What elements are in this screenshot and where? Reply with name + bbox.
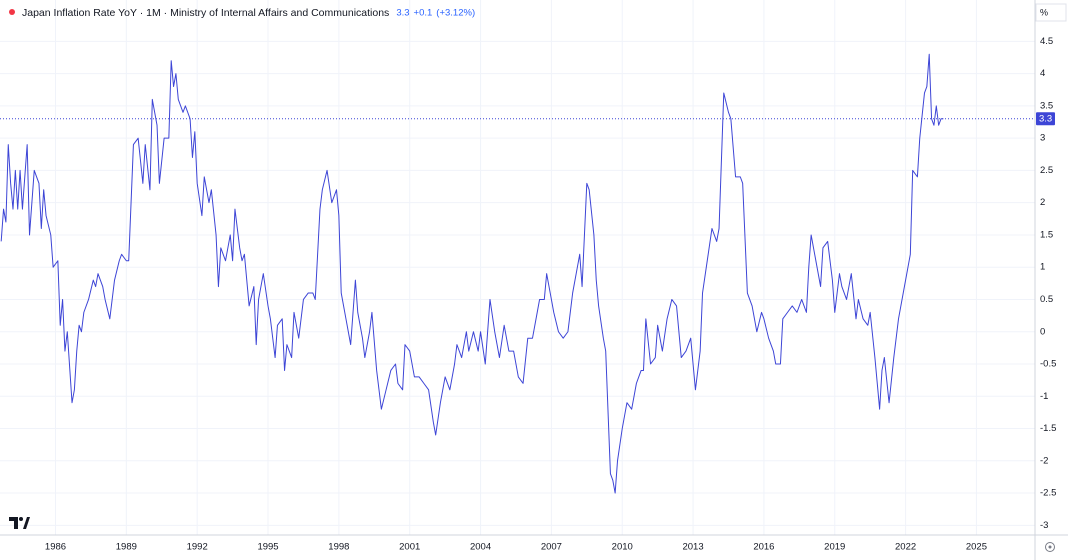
price-tag-label: 3.3 — [1039, 113, 1052, 124]
y-tick-label: -1 — [1040, 391, 1048, 402]
x-tick-label: 2019 — [824, 542, 845, 553]
y-tick-label: 0.5 — [1040, 294, 1053, 305]
x-tick-label: 1986 — [45, 542, 66, 553]
y-tick-label: 0 — [1040, 326, 1045, 337]
y-tick-label: -0.5 — [1040, 359, 1056, 370]
x-tick-label: 2004 — [470, 542, 491, 553]
change-percent: (+3.12%) — [436, 8, 475, 19]
y-tick-label: 4.5 — [1040, 36, 1053, 47]
unit-label: % — [1040, 7, 1048, 17]
y-tick-label: -3 — [1040, 520, 1048, 531]
x-tick-label: 2001 — [399, 542, 420, 553]
y-tick-label: 1.5 — [1040, 229, 1053, 240]
y-tick-label: 3.5 — [1040, 100, 1053, 111]
plot-area — [0, 53, 1035, 494]
logo — [9, 517, 30, 529]
change: +0.1 — [414, 8, 433, 19]
grid — [0, 0, 1035, 535]
y-tick-label: 1 — [1040, 262, 1045, 273]
y-tick-label: 2.5 — [1040, 165, 1053, 176]
y-tick-label: 4 — [1040, 68, 1045, 79]
price-tag — [1036, 112, 1055, 126]
settings-icon[interactable] — [1045, 542, 1055, 552]
status-dot — [9, 9, 15, 15]
x-tick-label: 2007 — [541, 542, 562, 553]
chart-title: Japan Inflation Rate YoY · 1M · Ministry… — [22, 7, 389, 19]
y-tick-label: 3 — [1040, 133, 1045, 144]
y-tick-label: -2.5 — [1040, 488, 1056, 499]
y-tick-label: -1.5 — [1040, 423, 1056, 434]
y-tick-label: -2 — [1040, 455, 1048, 466]
x-tick-label: 2016 — [753, 542, 774, 553]
x-tick-label: 2022 — [895, 542, 916, 553]
x-tick-label: 2013 — [682, 542, 703, 553]
x-tick-label: 2025 — [966, 542, 987, 553]
x-tick-label: 1992 — [187, 542, 208, 553]
x-tick-label: 1995 — [257, 542, 278, 553]
y-tick-label: 2 — [1040, 197, 1045, 208]
unit-box[interactable] — [1035, 3, 1067, 22]
x-tick-label: 1998 — [328, 542, 349, 553]
x-tick-label: 2010 — [612, 542, 633, 553]
last-value: 3.3 — [396, 8, 409, 19]
x-tick-label: 1989 — [116, 542, 137, 553]
series-line — [0, 53, 944, 494]
